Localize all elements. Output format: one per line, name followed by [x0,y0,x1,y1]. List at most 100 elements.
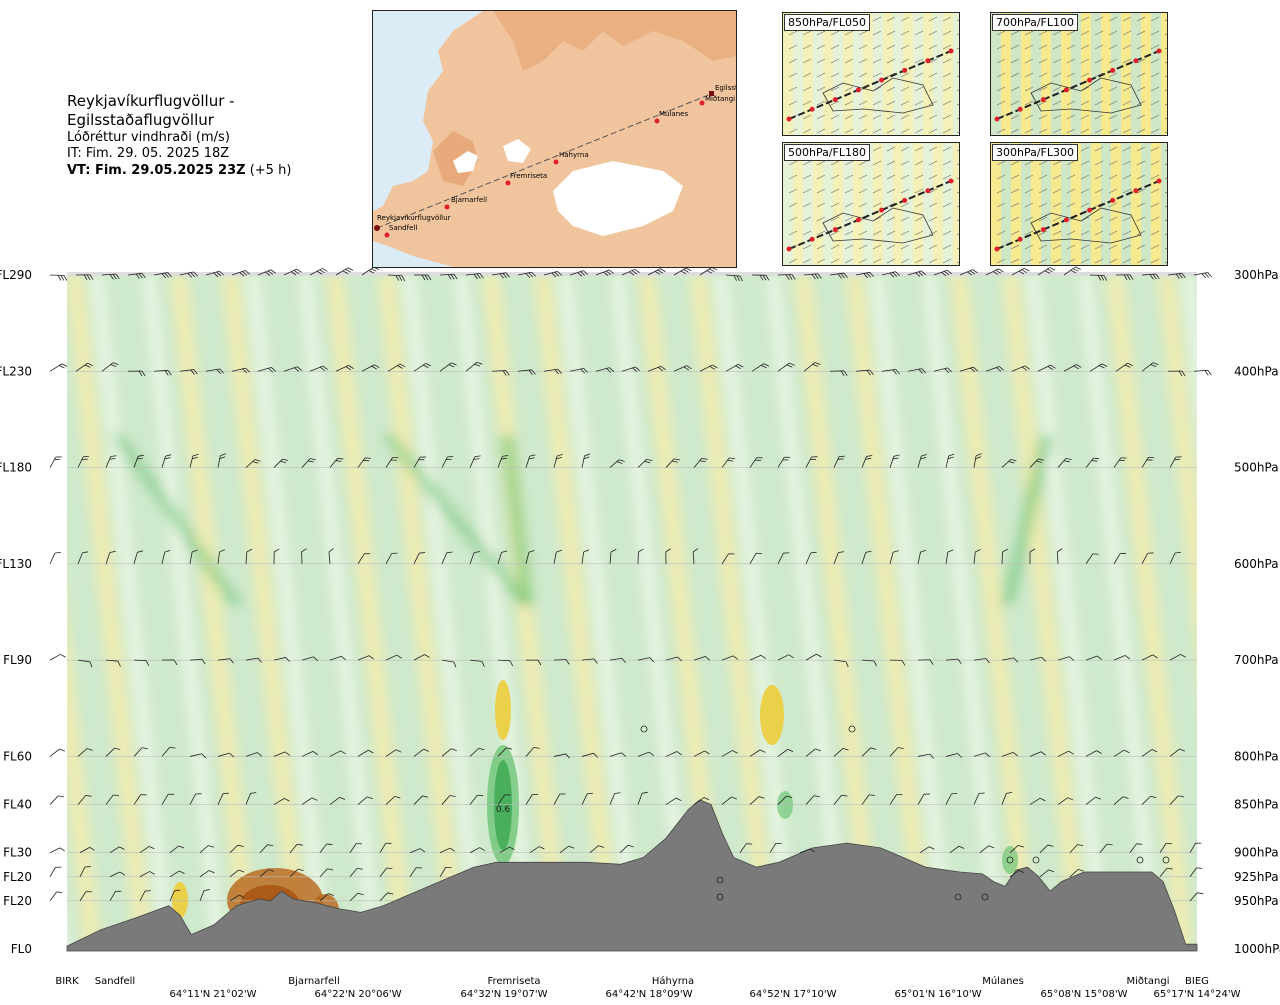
level-map-cell [1111,159,1121,167]
route-line [376,93,712,229]
barb-feather [1006,791,1013,794]
wind-barb [526,659,542,666]
level-map-barb [914,30,924,36]
level-map-cell [1141,77,1151,85]
route-title: Reykjavíkurflugvöllur - Egilsstaðaflugvö… [67,92,235,129]
level-map-barb [1094,216,1104,222]
barb-staff [693,458,703,468]
level-map-300: 300hPa/FL300 [990,142,1168,266]
wind-barb [217,752,235,758]
level-map-cell [1101,117,1111,125]
level-map-cell [1021,231,1031,239]
level-map-barb [1136,202,1146,208]
level-map-barb [872,174,882,180]
level-map-cell [893,175,903,183]
barb-feather [892,457,899,460]
barb-feather [270,269,276,274]
wind-barb [335,267,354,276]
level-map-cell [933,191,943,199]
level-map-cell [893,159,903,167]
level-map-barb [1150,128,1160,134]
level-map-cell [813,93,823,101]
barb-feather [356,843,362,845]
level-map-barb [996,160,1006,166]
wind-barb [441,551,453,565]
barb-staff [581,551,585,564]
level-map-cell [1041,29,1051,37]
level-map-cell [1101,93,1111,101]
level-map-cell [1021,255,1031,263]
wind-barb [133,659,150,666]
wind-barb [127,370,146,377]
barb-feather [1078,869,1084,872]
level-map-cell [1041,231,1051,239]
wind-barb [385,749,402,757]
barb-staff [319,843,327,853]
level-map-cell [991,93,1001,101]
level-map-cell [1041,191,1051,199]
barb-feather [250,792,257,794]
level-map-cell [943,199,953,207]
wind-barb [959,366,978,373]
level-map-cell [1011,191,1021,199]
level-map-barb [1164,103,1167,106]
level-map-waypoint [879,207,885,213]
barb-feather [178,845,185,849]
level-map-cell [1141,125,1151,133]
level-map-cell [783,191,793,199]
level-map-cell [991,29,1001,37]
wind-barb [1001,751,1019,757]
level-map-route [788,50,952,120]
barb-staff [469,747,480,757]
level-map-cell [823,199,833,207]
barb-staff [77,795,87,805]
level-map-cell [823,85,833,93]
barb-staff [665,797,677,805]
level-map-cell [1121,159,1131,167]
level-map-barb [1164,191,1167,194]
level-map-cell [903,21,913,29]
level-map-barb [1024,86,1034,92]
level-map-cell [843,37,853,45]
place-label: Múlanes [982,975,1024,987]
level-map-cell [853,191,863,199]
barb-staff [553,552,557,564]
level-map-cell [923,263,933,265]
level-map-cell [1151,247,1161,255]
level-map-cell [953,199,959,207]
wind-barb [637,657,655,663]
level-map-barb [1094,100,1104,106]
wind-barb [829,370,848,377]
wind-barb [169,870,185,878]
level-map-barb [886,72,896,78]
level-map-cell [943,45,953,53]
barb-staff [497,659,511,662]
level-map-barb [816,58,826,64]
level-map-cell [1121,37,1131,45]
wind-barb [855,369,874,376]
level-map-cell [933,175,943,183]
wind-barb [945,549,954,564]
level-map-barb [1164,177,1167,180]
level-map-cell [913,143,923,151]
barb-staff [273,657,286,661]
wind-barb [259,869,274,878]
barb-staff [361,266,374,276]
level-map-cell [1151,143,1161,151]
level-map-cell [1061,263,1071,265]
level-map-cell [1141,175,1151,183]
level-map-cell [803,133,813,135]
barb-staff [1029,797,1041,805]
barb-feather [1150,795,1157,799]
barb-staff [1169,653,1181,661]
barb-feather [1148,456,1155,458]
level-map-cell [893,125,903,133]
barb-staff [833,456,840,468]
waypoint-dot-mulanes [654,118,660,124]
level-map-cell [793,109,803,117]
barb-feather [529,454,536,457]
level-map-cell [1121,143,1131,151]
level-map-cell [783,77,793,85]
wind-barb [945,793,958,805]
level-map-barb [788,230,798,236]
